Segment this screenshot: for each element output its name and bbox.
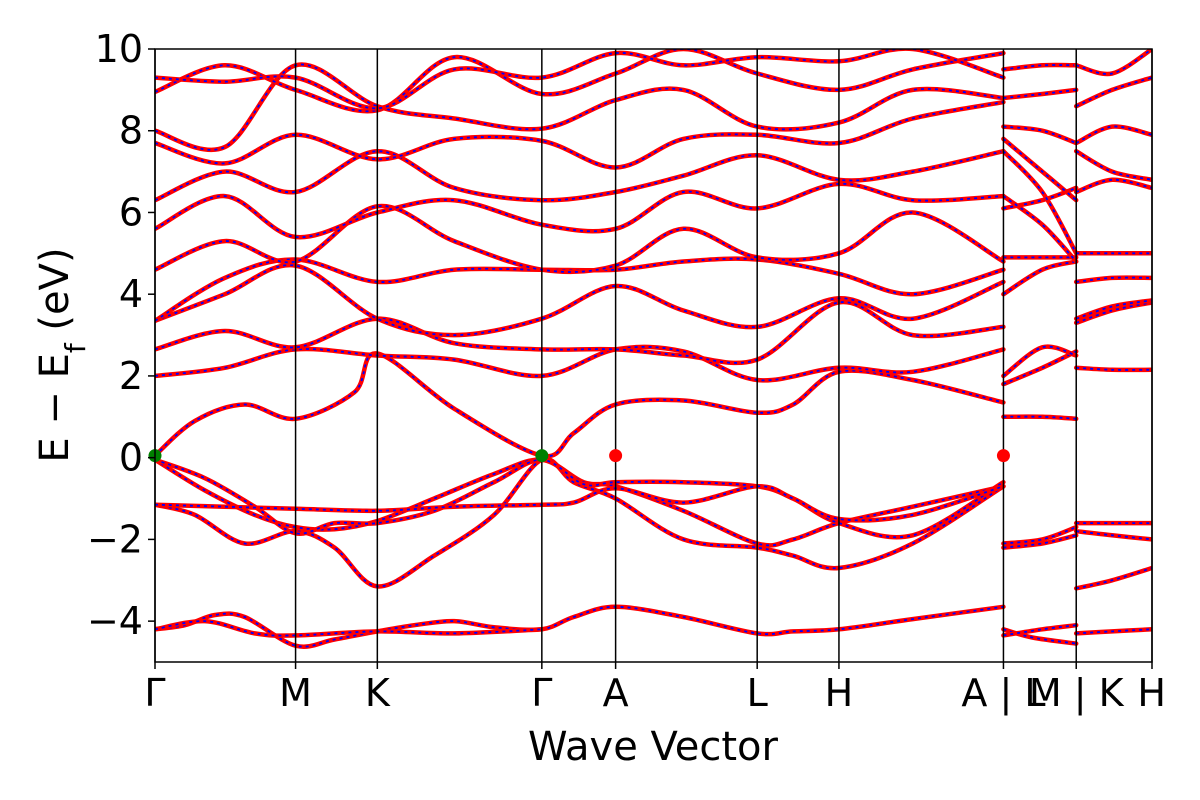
band-line-dashed-18 — [1003, 628, 1077, 645]
x-tick-label-4: A — [603, 671, 629, 715]
band-line-1 — [155, 618, 545, 638]
band-line-47 — [1073, 49, 1152, 77]
x-axis-ticks: Γ M K Γ A L H A | LM | K H — [144, 662, 1166, 716]
band-line-dashed-5 — [155, 485, 1004, 522]
y-tick-label-5: 0 — [119, 436, 143, 480]
band-line-0 — [155, 604, 1006, 649]
band-line-14 — [155, 99, 1006, 170]
plot-frame — [154, 48, 1153, 663]
band-line-dashed-41 — [1076, 276, 1152, 283]
band-line-28 — [1001, 193, 1079, 264]
band-line-dashed-46 — [1075, 76, 1152, 108]
band-line-dashed-40 — [1075, 299, 1152, 320]
band-line-24 — [1001, 344, 1079, 379]
band-line-46 — [1073, 75, 1152, 109]
x-tick-label-6: H — [825, 671, 854, 715]
band-line-20 — [1001, 524, 1079, 546]
x-tick-label-3: Γ — [531, 671, 552, 715]
band-line-15 — [155, 62, 1006, 152]
band-line-13 — [155, 148, 1006, 203]
x-tick-label-1: M — [279, 671, 312, 715]
band-line-dashed-34 — [1076, 628, 1152, 635]
band-line-16 — [155, 49, 1006, 114]
band-line-dashed-43 — [1075, 178, 1152, 193]
y-axis-label: E − Ef (eV) — [32, 247, 92, 462]
band-line-26 — [1001, 259, 1079, 297]
band-line-dashed-12 — [155, 182, 1004, 239]
x-tick-label-0: Γ — [144, 671, 165, 715]
band-line-dashed-44 — [1075, 150, 1152, 181]
band-line-dashed-16 — [155, 49, 1004, 113]
band-line-35 — [1073, 565, 1152, 591]
band-line-dashed-45 — [1075, 125, 1152, 144]
band-line-9 — [155, 262, 1006, 338]
band-line-dashed-19 — [1003, 624, 1077, 637]
band-line-dashed-7 — [155, 345, 1004, 382]
band-line-dashed-8 — [155, 301, 1004, 364]
y-tick-label-0: 10 — [95, 27, 143, 71]
band-line-dashed-10 — [155, 257, 1004, 322]
band-line-44 — [1073, 148, 1152, 183]
band-line-43 — [1073, 177, 1152, 195]
highlight-point-2 — [609, 449, 623, 463]
y-tick-label-4: 2 — [119, 354, 143, 398]
band-line-dashed-6 — [155, 352, 1004, 458]
x-axis-label: Wave Vector — [528, 724, 779, 770]
band-line-dashed-38 — [1076, 366, 1152, 371]
band-line-dashed-1 — [155, 620, 542, 637]
highlight-point-3 — [996, 449, 1010, 463]
band-line-7 — [155, 344, 1006, 383]
band-line-31 — [1001, 124, 1079, 146]
highlight-point-1 — [535, 449, 549, 463]
band-line-11 — [155, 203, 1006, 275]
band-line-dashed-31 — [1003, 125, 1077, 144]
y-tick-label-7: −4 — [87, 599, 143, 643]
band-line-dashed-47 — [1075, 49, 1152, 75]
band-line-dashed-33 — [1003, 64, 1077, 71]
y-tick-label-3: 4 — [119, 272, 143, 316]
x-tick-label-9: H — [1137, 671, 1166, 715]
x-tick-label-7: A | L — [961, 671, 1045, 716]
band-line-dashed-14 — [155, 101, 1004, 169]
band-line-dashed-20 — [1003, 526, 1077, 545]
band-line-dashed-3 — [155, 458, 1004, 547]
band-line-dashed-32 — [1003, 89, 1077, 99]
x-tick-label-8: M | K — [1029, 671, 1125, 716]
band-line-dashed-35 — [1076, 567, 1152, 590]
highlight-points-layer — [148, 449, 1010, 463]
band-line-45 — [1073, 124, 1152, 146]
band-line-dashed-0 — [155, 605, 1004, 648]
y-axis-ticks: 10 8 6 4 2 0 −2 −4 — [87, 27, 155, 643]
band-line-dashed-30 — [1002, 138, 1077, 201]
band-line-17 — [155, 49, 1006, 111]
band-line-dashed-9 — [155, 264, 1004, 337]
y-tick-label-2: 6 — [119, 190, 143, 234]
y-tick-label-1: 8 — [119, 109, 143, 153]
band-line-dashed-21 — [1003, 534, 1077, 549]
bands-layer — [155, 49, 1152, 649]
band-line-dashed-24 — [1002, 345, 1077, 377]
x-tick-label-5: L — [747, 671, 768, 715]
y-tick-label-6: −2 — [87, 517, 143, 561]
band-line-dashed-11 — [155, 205, 1004, 273]
band-line-dashed-22 — [1003, 415, 1077, 420]
band-line-dashed-39 — [1075, 301, 1152, 324]
x-tick-label-2: K — [365, 671, 391, 715]
band-line-dashed-37 — [1076, 530, 1152, 541]
band-line-dashed-27 — [1003, 187, 1077, 210]
band-line-dashed-29 — [1002, 150, 1077, 254]
